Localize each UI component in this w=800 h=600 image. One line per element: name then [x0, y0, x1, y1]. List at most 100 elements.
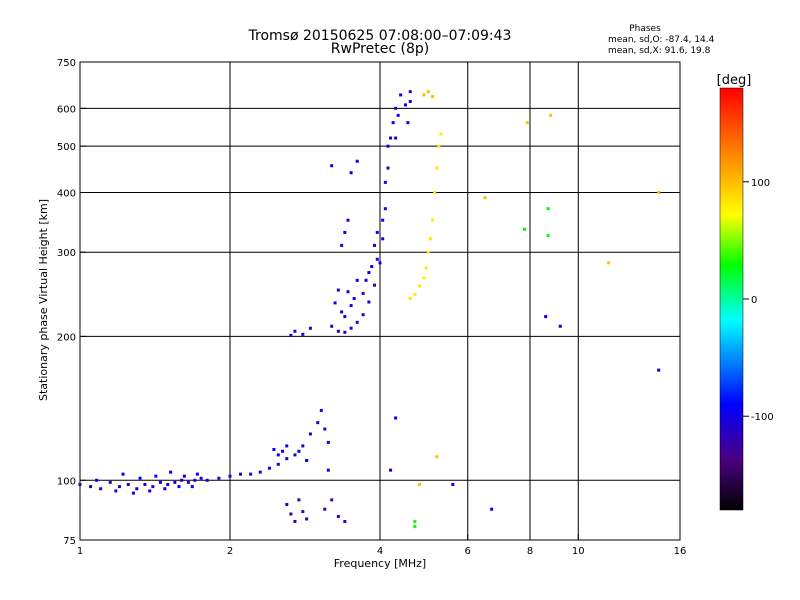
echo-point [326, 468, 330, 472]
chart-title: Tromsø 20150625 07:08:00–07:09:43 [248, 28, 512, 44]
echo-point [408, 90, 412, 94]
echo-point [285, 502, 289, 506]
echo-point [199, 476, 203, 480]
echo-point [180, 478, 184, 482]
low-layer-trace [78, 408, 330, 491]
echo-point [355, 159, 359, 163]
echo-point [323, 507, 327, 511]
echo-point [301, 332, 305, 336]
echo-point [330, 324, 334, 328]
echo-point [346, 218, 350, 222]
echo-point [546, 207, 550, 211]
echo-point [297, 498, 301, 502]
echo-point [293, 329, 297, 333]
echo-point [422, 93, 426, 97]
echo-point [607, 261, 611, 265]
echo-point [381, 218, 385, 222]
echo-point [340, 310, 344, 314]
echo-point [426, 90, 430, 94]
colorbar-tick-label: -100 [751, 412, 774, 423]
echo-point [375, 230, 379, 234]
echo-point [228, 474, 232, 478]
echo-point [343, 330, 347, 334]
x-tick-label: 16 [674, 546, 687, 557]
echo-point [276, 462, 280, 466]
echo-point [525, 121, 529, 125]
echo-point [267, 466, 271, 470]
echo-point [285, 444, 289, 448]
echo-point [389, 468, 393, 472]
echo-point [386, 166, 390, 170]
echo-point [394, 106, 398, 110]
echo-point [166, 482, 170, 486]
echo-point [386, 144, 390, 148]
echo-point [336, 329, 340, 333]
echo-point [190, 485, 194, 489]
x-tick-label: 2 [227, 546, 233, 557]
echo-point [373, 243, 377, 247]
echo-point [394, 416, 398, 420]
echo-point [523, 227, 527, 231]
y-tick-label: 200 [57, 332, 76, 343]
echo-point [336, 288, 340, 292]
echo-point [276, 453, 280, 457]
echo-point [373, 283, 377, 287]
echo-point [431, 218, 435, 222]
echo-point [138, 476, 142, 480]
echo-point [114, 489, 118, 493]
low-layer-scatter [95, 444, 330, 495]
echo-point [126, 482, 130, 486]
y-tick-label: 600 [57, 104, 76, 115]
echo-point [378, 261, 382, 265]
echo-point [301, 510, 305, 514]
y-tick-label: 500 [57, 142, 76, 153]
phase-info-o: mean, sd,O: -87.4, 14.4 [608, 35, 715, 45]
echo-point [417, 482, 421, 486]
x-tick-label: 1 [77, 546, 83, 557]
phase-info-title: Phases [629, 24, 661, 34]
echo-point [281, 449, 285, 453]
echo-point [151, 485, 155, 489]
echo-point [394, 136, 398, 140]
echo-point [431, 95, 435, 99]
y-axis-label: Stationary phase Virtual Height [km] [37, 199, 50, 401]
echo-point [383, 207, 387, 211]
echo-point [148, 489, 152, 493]
echo-point [367, 271, 371, 275]
echo-point [323, 427, 327, 431]
echo-point [154, 474, 158, 478]
echo-point [195, 472, 199, 476]
echo-point [305, 517, 309, 521]
echo-point [131, 491, 135, 495]
echo-point [439, 132, 443, 136]
echo-point [186, 480, 190, 484]
echo-point [367, 300, 371, 304]
echo-point [301, 444, 305, 448]
echo-point [89, 485, 93, 489]
echo-point [408, 297, 412, 301]
echo-point [285, 457, 289, 461]
echo-point [272, 447, 276, 451]
echo-point [349, 304, 353, 308]
y-tick-label: 75 [63, 536, 76, 547]
x-axis: 1 2 4 6 8 10 16 [77, 534, 687, 557]
misc-echoes [413, 207, 550, 529]
echo-point [352, 297, 356, 301]
echo-point [121, 472, 125, 476]
echo-point [355, 320, 359, 324]
echo-point [413, 525, 417, 529]
echo-point [546, 234, 550, 238]
echo-point [193, 478, 197, 482]
f-layer-o-spread [333, 100, 412, 319]
echo-point [413, 292, 417, 296]
x-tick-label: 8 [527, 546, 533, 557]
echo-point [258, 470, 262, 474]
echo-point [361, 291, 365, 295]
echo-points [78, 90, 661, 529]
colorbar [719, 87, 744, 511]
echo-point [177, 485, 181, 489]
echo-point [396, 113, 400, 117]
echo-point [375, 257, 379, 261]
x-tick-label: 4 [377, 546, 383, 557]
